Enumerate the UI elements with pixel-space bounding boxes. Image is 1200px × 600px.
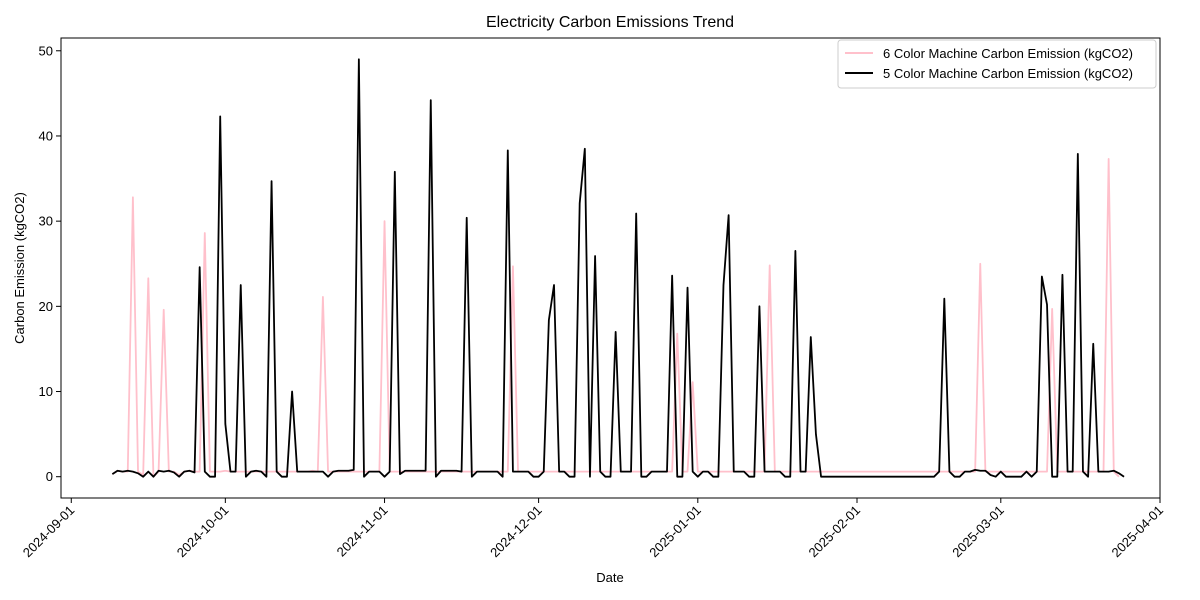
plot-frame [60, 37, 1161, 499]
y-tick-label: 50 [39, 43, 53, 58]
legend-box [837, 39, 1157, 89]
x-tick-label: 2024-12-01 [487, 503, 545, 561]
x-axis: 2024-09-01 2024-10-01 2024-11-01 2024-12-01… [20, 498, 1166, 560]
series-layer [111, 58, 1125, 478]
y-tick-label: 0 [46, 469, 53, 484]
x-tick-label: 2025-03-01 [949, 503, 1007, 561]
series-line-0 [111, 158, 1120, 478]
x-tick-label: 2024-09-01 [20, 503, 78, 561]
y-tick-label: 20 [39, 299, 53, 314]
x-tick-label: 2025-01-01 [646, 503, 704, 561]
y-tick-label: 10 [39, 384, 53, 399]
series-line-1 [111, 58, 1125, 478]
x-tick-label: 2024-11-01 [334, 503, 391, 560]
legend: 6 Color Machine Carbon Emission (kgCO2) … [837, 39, 1157, 89]
x-tick-label: 2024-10-01 [174, 503, 232, 561]
y-axis-title: Carbon Emission (kgCO2) [12, 192, 27, 344]
x-tick-label: 2025-04-01 [1108, 503, 1166, 561]
y-tick-label: 40 [39, 128, 53, 143]
x-tick-label: 2025-02-01 [805, 503, 863, 561]
y-tick-label: 30 [39, 214, 53, 229]
legend-label-5-color: 5 Color Machine Carbon Emission (kgCO2) [883, 66, 1133, 81]
y-axis: 0 10 20 30 40 50 [39, 43, 61, 484]
x-axis-title: Date [596, 570, 623, 585]
chart-title: Electricity Carbon Emissions Trend [486, 14, 734, 31]
legend-label-6-color: 6 Color Machine Carbon Emission (kgCO2) [883, 46, 1133, 61]
